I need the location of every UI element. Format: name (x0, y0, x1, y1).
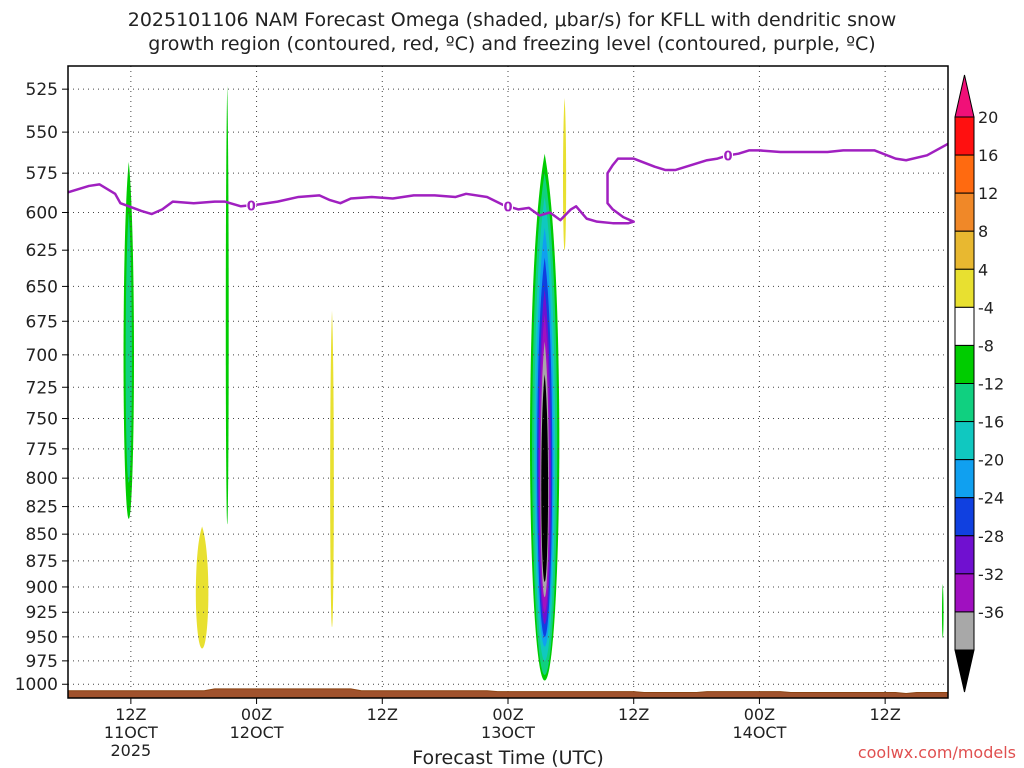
x-tick-sublabel: 11OCT (104, 723, 158, 742)
colorbar-label: -4 (978, 298, 994, 317)
x-tick-label: 00Z (744, 705, 775, 724)
colorbar-bottom-arrow (954, 649, 975, 693)
omega-core-level-8 (541, 374, 549, 582)
y-tick-label: 575 (26, 164, 58, 184)
colorbar-top-arrow (954, 74, 975, 118)
y-tick-label: 525 (26, 80, 58, 100)
colorbar-swatch (954, 268, 975, 308)
colorbar-swatch (954, 154, 975, 194)
x-tick-label: 00Z (241, 705, 272, 724)
x-tick-label: 00Z (492, 705, 523, 724)
x-axis-title: Forecast Time (UTC) (412, 747, 603, 768)
colorbar-label: 20 (978, 108, 998, 127)
colorbar-swatch (954, 230, 975, 270)
colorbar-swatch (954, 116, 975, 156)
colorbar-swatch (954, 192, 975, 232)
colorbar-swatch (954, 459, 975, 499)
freezing-level-label: 0 (503, 200, 512, 215)
surface-terrain (68, 688, 948, 698)
freezing-level-line (68, 142, 948, 225)
colorbar-label: -16 (978, 413, 1004, 432)
y-tick-label: 1000 (15, 675, 58, 695)
freezing-level-label: 0 (723, 149, 732, 164)
omega-feature-3-level-0 (330, 310, 334, 628)
y-tick-label: 950 (26, 628, 58, 648)
colorbar-label: -24 (978, 489, 1004, 508)
y-tick-label: 625 (26, 241, 58, 261)
y-tick-label: 750 (26, 410, 58, 430)
y-tick-label: 700 (26, 346, 58, 366)
colorbar-label: -36 (978, 603, 1004, 622)
chart-title: 2025101106 NAM Forecast Omega (shaded, μ… (0, 8, 1024, 56)
y-tick-label: 550 (26, 123, 58, 143)
freezing-label-bg (503, 198, 513, 214)
freezing-level-label: 0 (247, 199, 256, 214)
omega-feature-2-level-0 (195, 526, 209, 649)
x-tick-sublabel: 2025 (110, 741, 151, 760)
colorbar-label: -20 (978, 451, 1004, 470)
colorbar-label: 16 (978, 146, 998, 165)
y-tick-label: 825 (26, 498, 58, 518)
colorbar-swatch (954, 497, 975, 537)
colorbar-swatch (954, 611, 975, 651)
omega-feature-5-level-0 (941, 583, 944, 638)
y-tick-label: 600 (26, 203, 58, 223)
y-tick-label: 800 (26, 469, 58, 489)
y-tick-label: 675 (26, 312, 58, 332)
x-tick-label: 12Z (115, 705, 146, 724)
freezing-label-bg (246, 197, 257, 213)
x-tick-label: 12Z (618, 705, 649, 724)
colorbar-swatch (954, 535, 975, 575)
colorbar-swatch (954, 421, 975, 461)
omega-feature-0-level-1 (125, 212, 132, 483)
title-line-1: 2025101106 NAM Forecast Omega (shaded, μ… (127, 9, 897, 31)
omega-feature-1-level-0 (225, 85, 229, 525)
freezing-label-bg (723, 147, 733, 163)
y-tick-label: 650 (26, 277, 58, 297)
plot-layer: 0 0 0 (68, 66, 948, 698)
x-tick-label: 12Z (367, 705, 398, 724)
colorbar-swatch (954, 573, 975, 613)
colorbar-swatch (954, 344, 975, 384)
colorbar-label: 12 (978, 184, 998, 203)
y-tick-label: 900 (26, 578, 58, 598)
colorbar-label: 4 (978, 260, 988, 279)
colorbar-label: 8 (978, 222, 988, 241)
title-line-2: growth region (contoured, red, ºC) and f… (148, 33, 876, 55)
colorbar-swatch (954, 306, 975, 346)
colorbar-label: -8 (978, 336, 994, 355)
y-tick-label: 975 (26, 652, 58, 672)
y-tick-label: 775 (26, 440, 58, 460)
x-tick-label: 12Z (869, 705, 900, 724)
colorbar-label: -28 (978, 527, 1004, 546)
colorbar-swatch (954, 383, 975, 423)
x-tick-sublabel: 12OCT (230, 723, 284, 742)
x-tick-sublabel: 13OCT (481, 723, 535, 742)
site-credit: coolwx.com/models (857, 743, 1016, 762)
colorbar-label: -32 (978, 565, 1004, 584)
x-tick-sublabel: 14OCT (732, 723, 786, 742)
y-tick-label: 925 (26, 603, 58, 623)
colorbar-label: -12 (978, 375, 1004, 394)
y-tick-label: 875 (26, 552, 58, 572)
y-tick-label: 725 (26, 378, 58, 398)
y-tick-label: 850 (26, 525, 58, 545)
